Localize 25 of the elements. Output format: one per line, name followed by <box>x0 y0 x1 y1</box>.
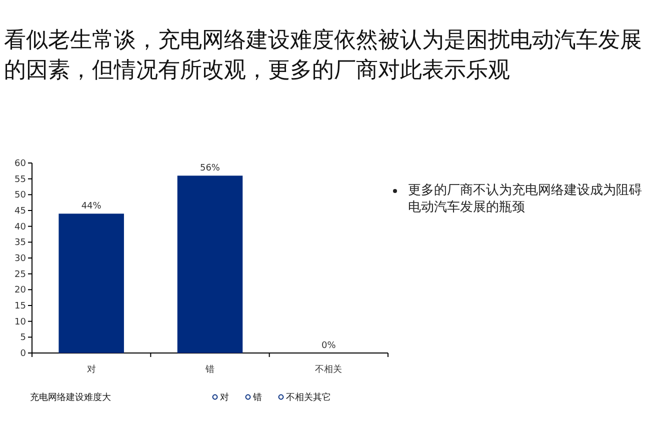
data-label: 56% <box>200 164 220 174</box>
x-tick-label: 对 <box>86 364 96 375</box>
y-tick-label: 50 <box>14 190 26 201</box>
y-tick-label: 0 <box>20 349 26 359</box>
y-tick-label: 25 <box>14 270 26 280</box>
y-tick-label: 15 <box>14 302 26 312</box>
y-tick-label: 45 <box>14 206 26 216</box>
legend-label: 错 <box>252 392 262 403</box>
y-tick-label: 55 <box>14 174 26 185</box>
chart-title: 看似老生常谈，充电网络建设难度依然被认为是困扰电动汽车发展的因素，但情况有所改观，更多的厂商对此表示乐观 <box>4 27 643 85</box>
y-tick-label: 5 <box>20 333 26 344</box>
data-label: 44% <box>81 202 102 212</box>
legend-title: 充电网络建设难度大 <box>30 392 111 403</box>
y-tick-label: 10 <box>14 317 26 328</box>
legend-label: 不相关其它 <box>286 392 331 403</box>
data-label: 0% <box>322 341 336 351</box>
y-tick-label: 20 <box>14 286 26 296</box>
y-tick-label: 35 <box>14 238 26 248</box>
y-tick-label: 40 <box>14 222 26 232</box>
y-tick-label: 30 <box>14 254 26 264</box>
text: 更多的厂商不认为充电网络建设成为阻碍电动汽车发展的瓶颈 <box>408 183 642 215</box>
x-tick-label: 错 <box>204 364 214 375</box>
legend-label: 对 <box>220 392 229 403</box>
x-tick-label: 不相关 <box>315 364 342 375</box>
y-tick-label: 60 <box>14 159 26 169</box>
